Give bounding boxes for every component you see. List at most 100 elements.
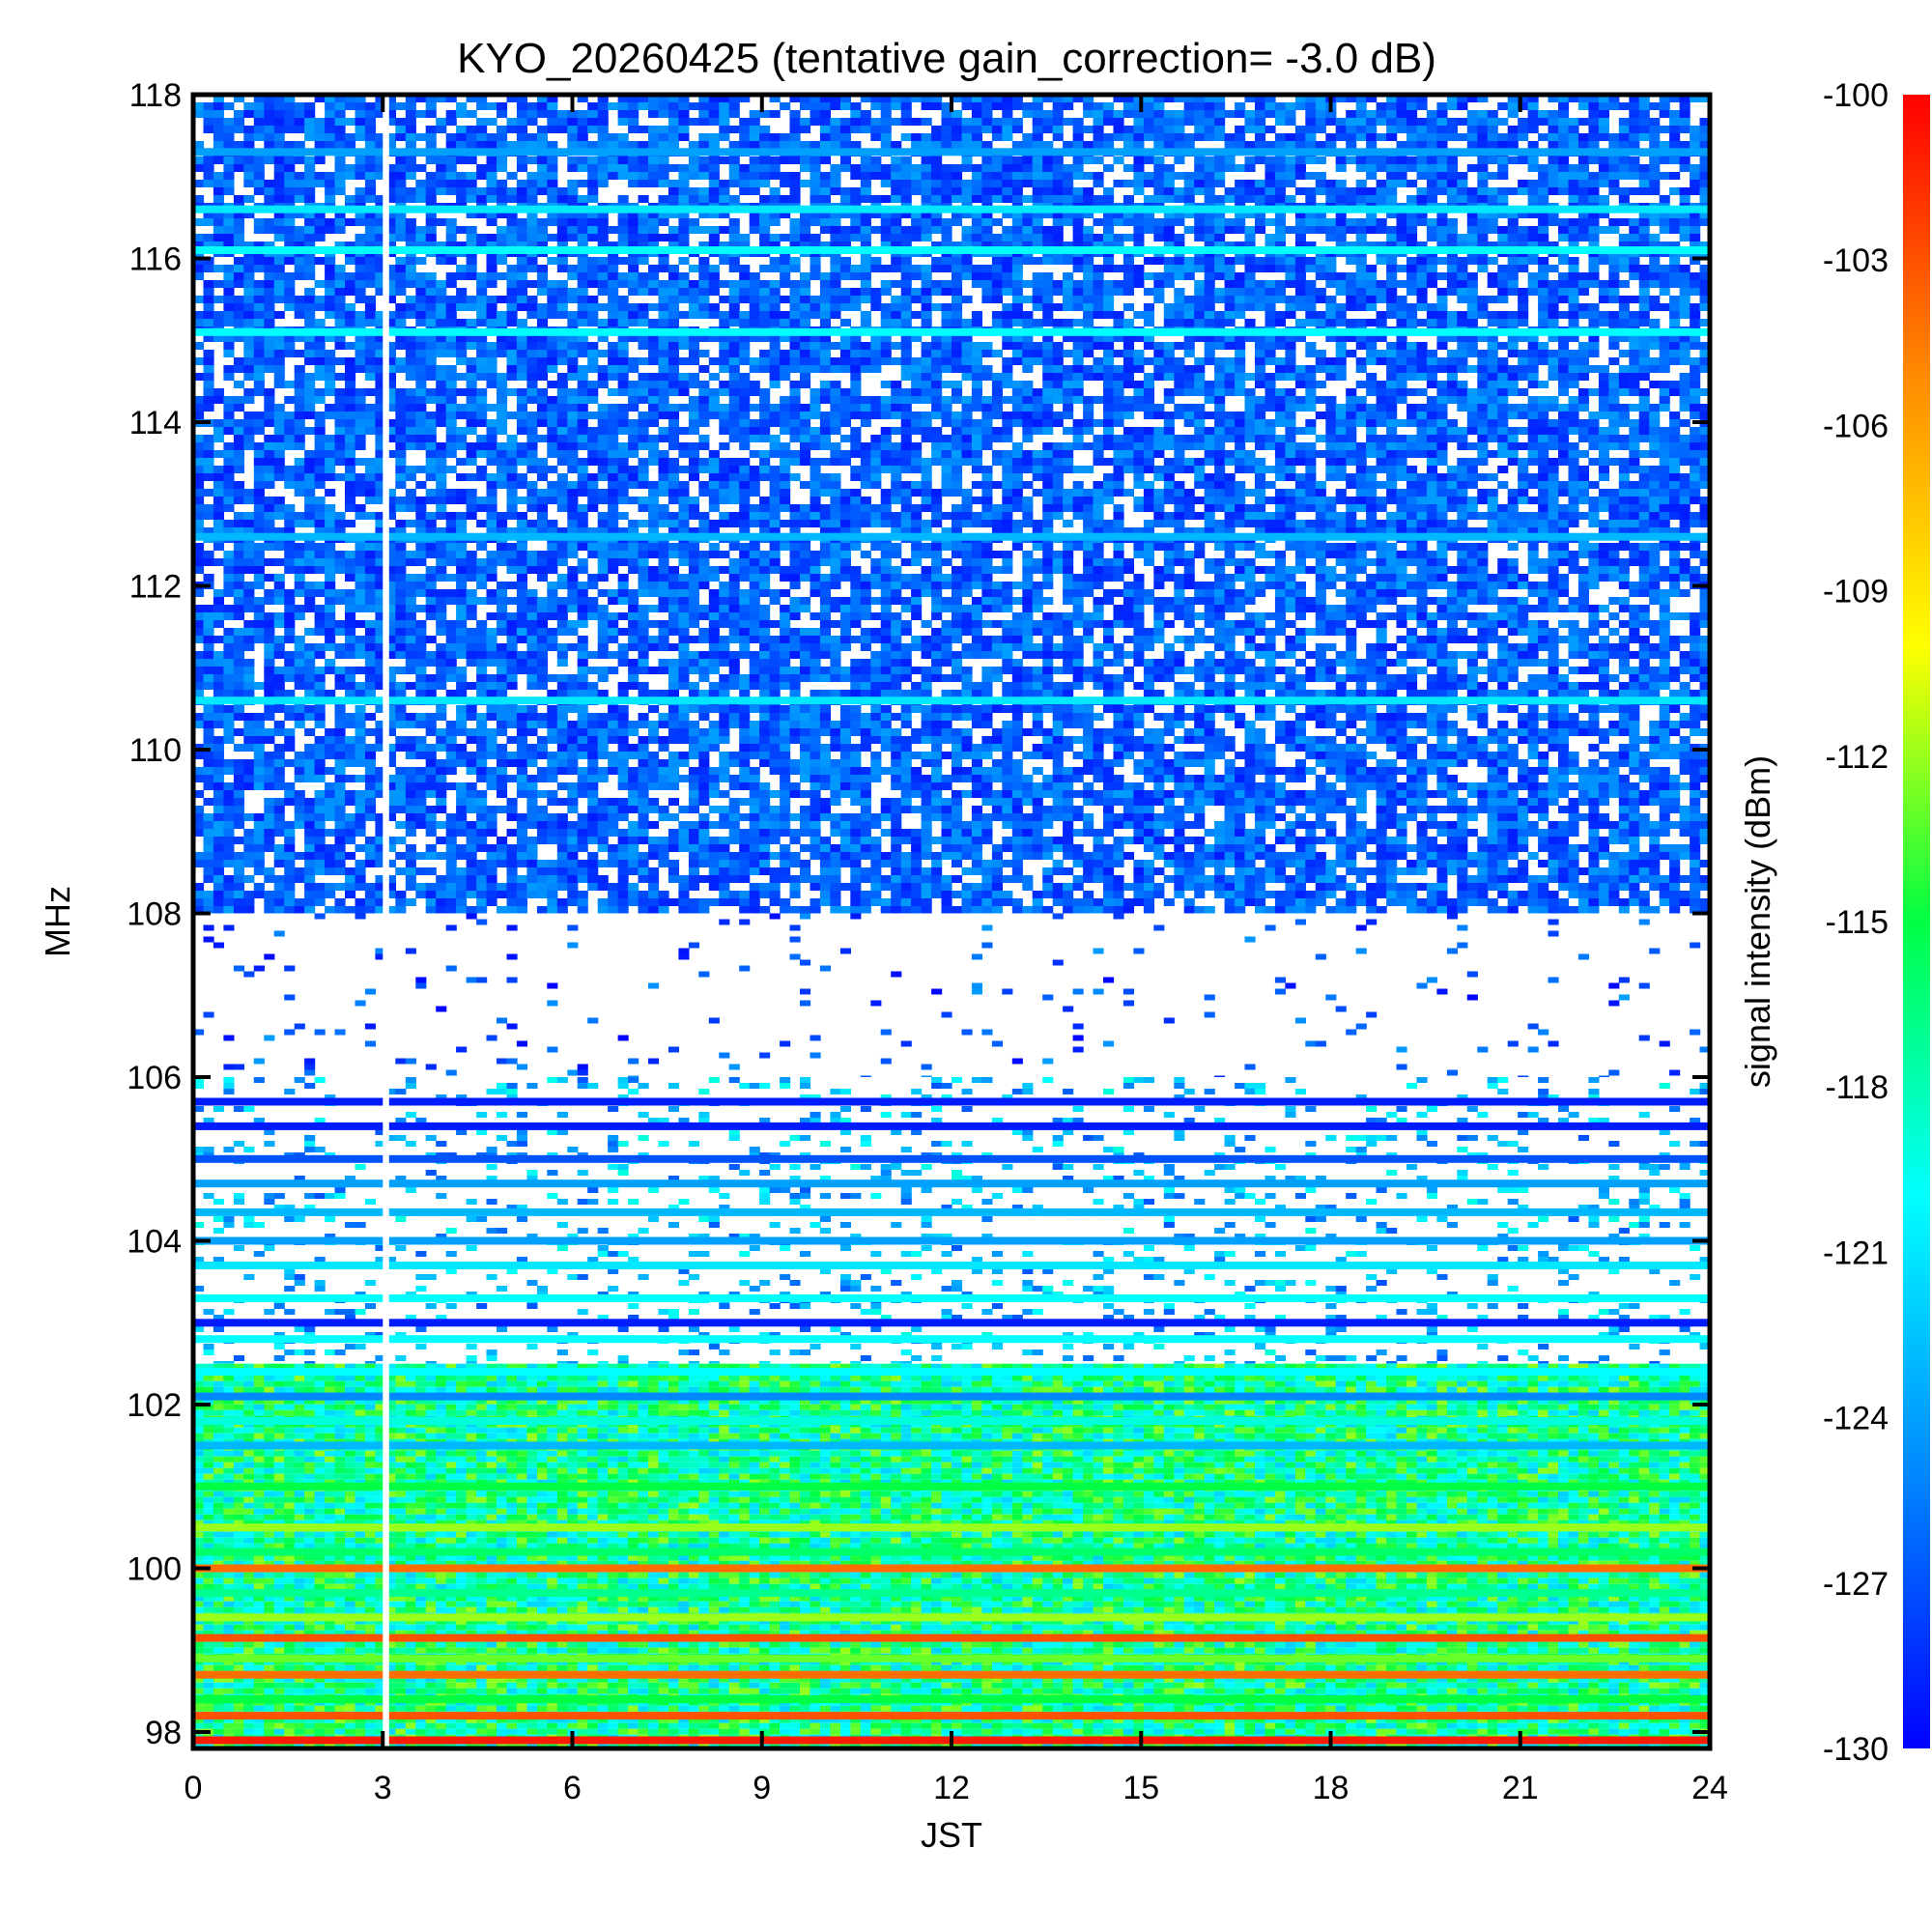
heatmap-cell-0 bbox=[1487, 172, 1498, 180]
heatmap-cell-0 bbox=[395, 357, 407, 365]
heatmap-cell-0 bbox=[800, 211, 811, 218]
heatmap-cell-0 bbox=[325, 296, 336, 303]
heatmap-cell-0 bbox=[597, 95, 609, 102]
heatmap-cell-0 bbox=[1518, 234, 1529, 242]
heatmap-cell-0 bbox=[789, 141, 801, 149]
heatmap-cell-0 bbox=[1690, 404, 1701, 412]
heatmap-cell-0 bbox=[678, 172, 690, 180]
heatmap-cell-0 bbox=[476, 141, 488, 149]
heatmap-cell-0 bbox=[961, 195, 973, 203]
heatmap-cell-0 bbox=[436, 187, 447, 195]
heatmap-cell-0 bbox=[1497, 288, 1509, 296]
heatmap-cell-0 bbox=[900, 404, 912, 412]
heatmap-cell-0 bbox=[749, 180, 760, 187]
heatmap-cell-0 bbox=[1113, 311, 1124, 319]
heatmap-cell-0 bbox=[860, 296, 871, 303]
heatmap-cell-0 bbox=[1659, 110, 1670, 118]
heatmap-cell-0 bbox=[547, 257, 558, 265]
heatmap-cell-0 bbox=[1538, 242, 1549, 249]
heatmap-cell-0 bbox=[1163, 357, 1175, 365]
heatmap-cell-0 bbox=[1577, 195, 1589, 203]
heatmap-cell-0 bbox=[1477, 156, 1489, 164]
heatmap-cell-0 bbox=[1588, 272, 1600, 280]
heatmap-cell-0 bbox=[375, 388, 386, 396]
heatmap-cell-0 bbox=[233, 311, 244, 319]
heatmap-cell-0 bbox=[1396, 234, 1407, 242]
heatmap-cell-0 bbox=[284, 419, 296, 427]
heatmap-cell-0 bbox=[405, 404, 416, 412]
heatmap-cell-0 bbox=[1183, 110, 1195, 118]
heatmap-cell-0 bbox=[445, 350, 457, 357]
heatmap-cell-0 bbox=[364, 195, 376, 203]
heatmap-cell-0 bbox=[698, 419, 710, 427]
heatmap-cell-0 bbox=[921, 311, 932, 319]
heatmap-cell-0 bbox=[1477, 195, 1489, 203]
heatmap-cell-0 bbox=[1406, 118, 1418, 126]
heatmap-cell-0 bbox=[1011, 234, 1023, 242]
heatmap-cell-0 bbox=[325, 195, 336, 203]
heatmap-cell-0 bbox=[739, 234, 751, 242]
heatmap-cell-0 bbox=[1618, 350, 1630, 357]
heatmap-cell-0 bbox=[850, 381, 862, 388]
heatmap-cell-0 bbox=[1163, 419, 1175, 427]
heatmap-cell-0 bbox=[1103, 226, 1115, 234]
heatmap-cell-0 bbox=[345, 373, 356, 381]
heatmap-cell-0 bbox=[1446, 319, 1458, 327]
heatmap-cell-0 bbox=[688, 342, 699, 350]
heatmap-cell-0 bbox=[769, 156, 781, 164]
heatmap-cell-0 bbox=[870, 303, 882, 311]
heatmap-cell-0 bbox=[425, 419, 437, 427]
heatmap-cell-0 bbox=[1133, 272, 1145, 280]
heatmap-cell-0 bbox=[1426, 126, 1437, 133]
heatmap-cell-0 bbox=[597, 141, 609, 149]
heatmap-cell-0 bbox=[203, 280, 214, 288]
heatmap-cell-0 bbox=[1063, 172, 1074, 180]
heatmap-cell-0 bbox=[1690, 187, 1701, 195]
heatmap-cell-0 bbox=[839, 95, 851, 102]
heatmap-cell-0 bbox=[800, 303, 811, 311]
heatmap-cell-0 bbox=[1659, 365, 1670, 373]
heatmap-cell-0 bbox=[1093, 334, 1104, 342]
heatmap-cell-0 bbox=[1466, 272, 1478, 280]
heatmap-cell-0 bbox=[264, 296, 275, 303]
heatmap-cell-0 bbox=[952, 218, 963, 226]
heatmap-cell-0 bbox=[648, 303, 660, 311]
heatmap-cell-0 bbox=[1335, 280, 1347, 288]
heatmap-cell-0 bbox=[466, 396, 477, 404]
heatmap-cell-0 bbox=[395, 126, 407, 133]
heatmap-cell-0 bbox=[243, 365, 255, 373]
heatmap-cell-0 bbox=[1002, 110, 1013, 118]
heatmap-cell-0 bbox=[1507, 211, 1519, 218]
heatmap-cell-0 bbox=[506, 187, 518, 195]
heatmap-cell-0 bbox=[1396, 396, 1407, 404]
heatmap-cell-0 bbox=[1618, 141, 1630, 149]
heatmap-cell-0 bbox=[1002, 242, 1013, 249]
heatmap-cell-0 bbox=[547, 187, 558, 195]
heatmap-cell-0 bbox=[1204, 388, 1215, 396]
heatmap-cell-0 bbox=[648, 133, 660, 141]
heatmap-cell-0 bbox=[1699, 133, 1711, 141]
heatmap-cell-0 bbox=[668, 133, 679, 141]
heatmap-cell-0 bbox=[1235, 388, 1246, 396]
heatmap-cell-0 bbox=[1204, 126, 1215, 133]
heatmap-cell-0 bbox=[708, 110, 720, 118]
heatmap-cell-0 bbox=[567, 357, 579, 365]
heatmap-cell-0 bbox=[1204, 350, 1215, 357]
heatmap-cell-0 bbox=[628, 419, 639, 427]
heatmap-cell-0 bbox=[708, 265, 720, 272]
heatmap-cell-0 bbox=[193, 164, 205, 172]
heatmap-cell-0 bbox=[1163, 365, 1175, 373]
heatmap-cell-0 bbox=[1255, 357, 1266, 365]
heatmap-cell-0 bbox=[294, 272, 305, 280]
heatmap-cell-0 bbox=[547, 357, 558, 365]
heatmap-cell-0 bbox=[1608, 172, 1620, 180]
heatmap-cell-0 bbox=[961, 357, 973, 365]
heatmap-cell-0 bbox=[941, 180, 952, 187]
heatmap-cell-0 bbox=[658, 288, 669, 296]
heatmap-cell-0 bbox=[1235, 180, 1246, 187]
heatmap-cell-0 bbox=[1174, 373, 1185, 381]
heatmap-cell-0 bbox=[456, 187, 468, 195]
heatmap-cell-0 bbox=[314, 226, 326, 234]
heatmap-cell-0 bbox=[1396, 296, 1407, 303]
heatmap-cell-0 bbox=[1527, 95, 1539, 102]
